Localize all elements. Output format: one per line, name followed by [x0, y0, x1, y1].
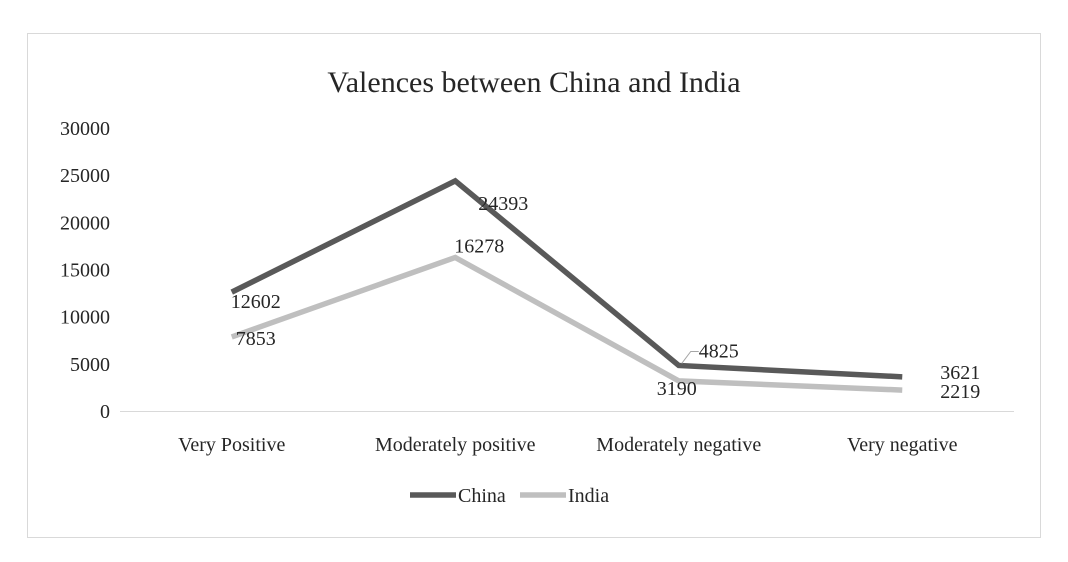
legend-label-india: India	[568, 485, 609, 507]
data-label-china: 12602	[231, 291, 281, 313]
x-tick-label-very-positive: Very Positive	[178, 434, 285, 456]
y-tick-label: 25000	[60, 165, 110, 187]
y-tick-label: 10000	[60, 307, 110, 329]
x-tick-label-moderately-negative: Moderately negative	[596, 434, 761, 456]
y-tick-label: 0	[100, 401, 110, 423]
y-tick-label: 5000	[70, 354, 110, 376]
y-tick-label: 15000	[60, 260, 110, 282]
data-label-india: 7853	[236, 328, 276, 350]
x-tick-label-moderately-positive: Moderately positive	[375, 434, 536, 456]
data-label-china: 4825	[699, 340, 739, 362]
data-label-india: 16278	[454, 235, 504, 257]
y-tick-label: 30000	[60, 118, 110, 140]
x-tick-label-very-negative: Very negative	[847, 434, 958, 456]
data-label-india: 3190	[657, 378, 697, 400]
data-label-india: 2219	[940, 381, 980, 403]
data-label-china: 24393	[478, 193, 528, 215]
legend-label-china: China	[458, 485, 506, 507]
chart-title: Valences between China and India	[327, 66, 740, 99]
chart-border	[28, 34, 1041, 538]
y-tick-label: 20000	[60, 212, 110, 234]
